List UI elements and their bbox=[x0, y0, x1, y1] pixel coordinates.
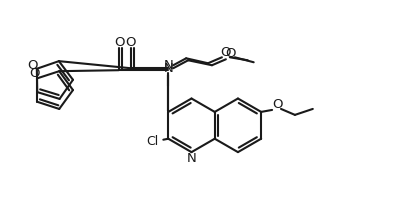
Text: Cl: Cl bbox=[146, 135, 158, 148]
Text: O: O bbox=[221, 46, 231, 59]
Text: O: O bbox=[272, 98, 282, 111]
Text: O: O bbox=[29, 67, 39, 80]
Text: O: O bbox=[125, 36, 136, 49]
Text: O: O bbox=[226, 47, 236, 60]
Text: O: O bbox=[28, 59, 38, 72]
Text: N: N bbox=[186, 152, 196, 165]
Text: O: O bbox=[115, 36, 125, 49]
Text: N: N bbox=[163, 59, 173, 72]
Text: N: N bbox=[163, 62, 173, 75]
